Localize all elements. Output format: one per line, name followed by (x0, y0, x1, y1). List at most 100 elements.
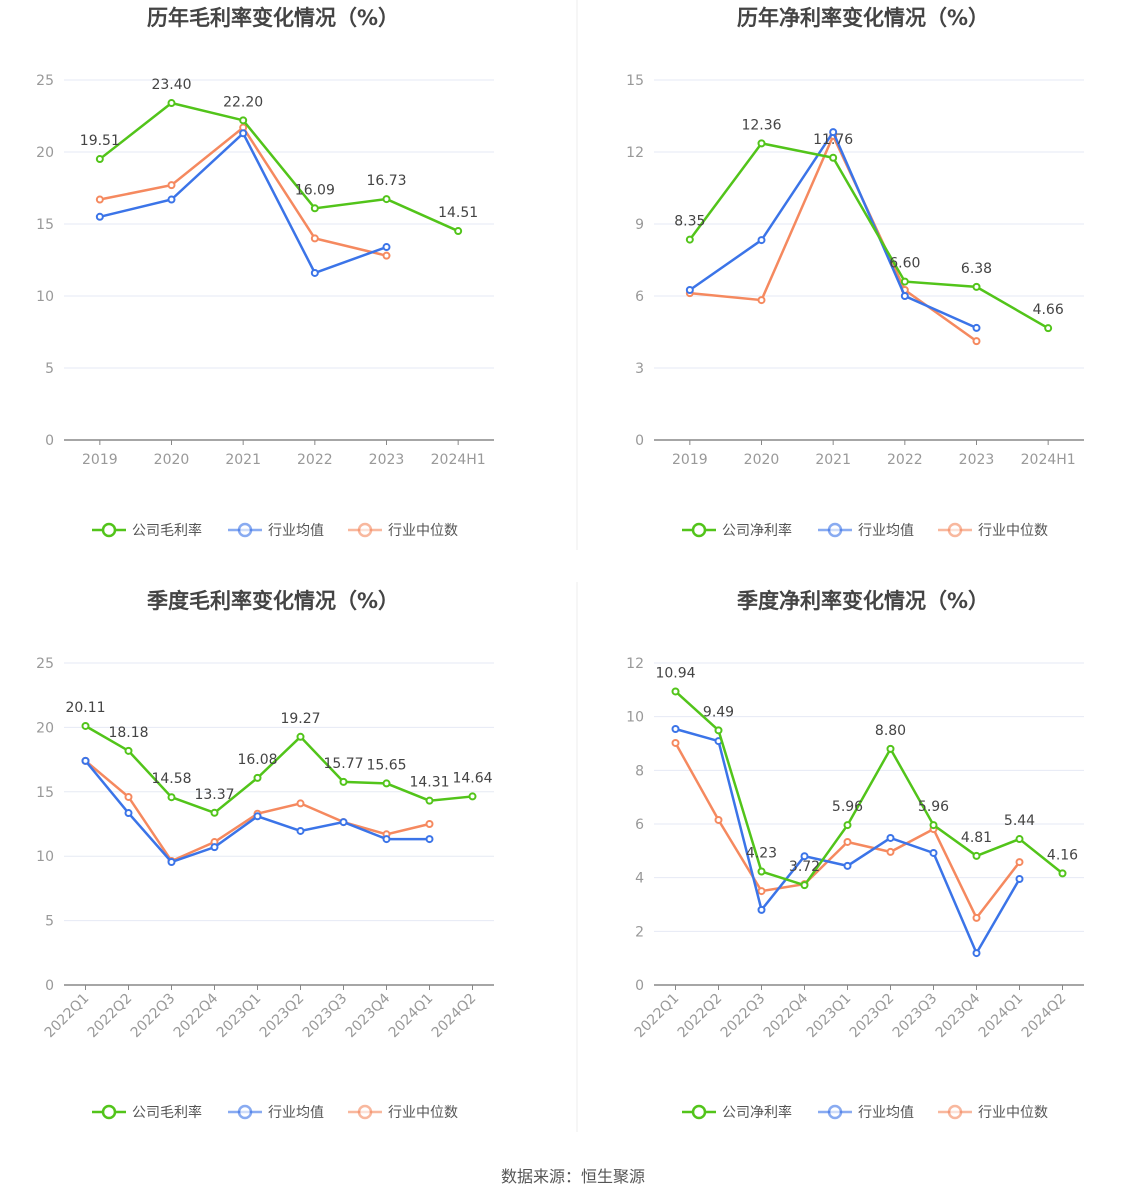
chart-panel-2: 季度毛利率变化情况（%） 0 5 10 15 20 25 2022Q12022Q22022Q3… (36, 589, 494, 1121)
data-point (757, 887, 766, 896)
data-label: 4.23 (746, 845, 777, 861)
x-tick-label: 2023 (369, 452, 405, 468)
data-point (757, 905, 766, 914)
data-point (339, 818, 348, 827)
legend-marker-icon (827, 1104, 843, 1120)
legend-item-0[interactable]: 公司净利率 (682, 1104, 792, 1121)
data-point (1015, 875, 1024, 884)
legend-marker-icon (101, 1104, 117, 1120)
data-point (124, 792, 133, 801)
legend-label: 行业均值 (268, 1105, 324, 1121)
x-tick-label: 2022Q2 (675, 991, 726, 1042)
x-tick-label: 2024Q1 (386, 991, 437, 1042)
series-line-2 (99, 125, 387, 257)
y-tick-label: 20 (36, 145, 54, 161)
data-label: 19.51 (80, 133, 120, 149)
data-point (210, 843, 219, 852)
data-label: 16.09 (295, 182, 335, 198)
y-tick-label: 25 (36, 656, 54, 672)
data-point (425, 796, 434, 805)
data-point (900, 292, 909, 300)
data-label: 9.49 (703, 704, 734, 720)
data-point (81, 721, 90, 730)
y-tick-label: 2 (635, 924, 644, 940)
x-tick-label: 2024Q2 (1019, 991, 1070, 1042)
x-tick-label: 2019 (672, 452, 708, 468)
legend-item-0[interactable]: 公司毛利率 (92, 1104, 202, 1121)
data-point (829, 128, 838, 137)
legend-item-2[interactable]: 行业中位数 (938, 1104, 1048, 1121)
legend-label: 行业中位数 (978, 1105, 1048, 1121)
x-tick-label: 2022Q2 (85, 991, 136, 1042)
legend-item-1[interactable]: 行业均值 (818, 1104, 914, 1121)
data-point (310, 204, 319, 213)
data-point (714, 726, 723, 735)
y-tick-label: 10 (626, 710, 644, 726)
x-tick-label: 2022 (297, 452, 333, 468)
data-point (1015, 858, 1024, 867)
legend-label: 行业中位数 (388, 1105, 458, 1121)
legend-item-0[interactable]: 公司净利率 (682, 522, 792, 539)
x-tick-label: 2024H1 (431, 452, 486, 468)
data-point (95, 155, 104, 164)
data-point (757, 236, 766, 245)
data-point (253, 812, 262, 821)
data-label: 8.35 (674, 214, 705, 230)
y-tick-label: 9 (635, 217, 644, 233)
legend-item-2[interactable]: 行业中位数 (938, 522, 1048, 539)
y-tick-label: 10 (36, 849, 54, 865)
legend-item-2[interactable]: 行业中位数 (348, 522, 458, 539)
data-point (843, 821, 852, 830)
x-tick-label: 2021 (225, 452, 261, 468)
y-tick-label: 0 (635, 978, 644, 994)
data-label: 19.27 (280, 711, 320, 727)
legend-item-0[interactable]: 公司毛利率 (92, 522, 202, 539)
data-label: 6.38 (961, 261, 992, 277)
chart-title: 季度毛利率变化情况（%） (147, 589, 399, 613)
x-tick-label: 2020 (744, 452, 780, 468)
data-label: 14.51 (438, 205, 478, 221)
data-point (972, 949, 981, 958)
legend-item-1[interactable]: 行业均值 (818, 522, 914, 539)
data-point (1058, 869, 1067, 878)
y-tick-label: 12 (626, 656, 644, 672)
data-point (900, 277, 909, 286)
data-point (425, 820, 434, 828)
legend-item-1[interactable]: 行业均值 (228, 1104, 324, 1121)
x-tick-label: 2022Q1 (632, 991, 683, 1042)
series-line-0 (688, 141, 1049, 330)
legend-marker-icon (237, 1104, 253, 1120)
data-point (671, 687, 680, 696)
data-point (425, 835, 434, 844)
data-label: 16.73 (366, 173, 406, 189)
legend-marker-icon (101, 522, 117, 538)
legend-label: 公司净利率 (722, 1104, 792, 1121)
data-point (296, 826, 305, 835)
x-tick-label: 2023Q1 (804, 991, 855, 1042)
chart-panel-1: 历年净利率变化情况（%） 0 3 6 9 12 15 2019 2020 2021 2022 2023… (626, 6, 1084, 539)
legend-item-1[interactable]: 行业均值 (228, 522, 324, 539)
data-point (929, 821, 938, 830)
data-point (685, 235, 694, 244)
data-label: 16.08 (237, 752, 277, 768)
x-tick-label: 2022Q1 (42, 991, 93, 1042)
data-point (167, 857, 176, 866)
data-point (972, 323, 981, 332)
x-tick-label: 2022Q4 (171, 990, 222, 1041)
data-point (382, 243, 391, 252)
x-tick-label: 2024Q1 (976, 991, 1027, 1042)
data-label: 3.72 (789, 859, 820, 875)
x-tick-label: 2019 (82, 452, 118, 468)
series-line-2 (689, 132, 978, 343)
data-point (972, 851, 981, 860)
data-label: 4.66 (1033, 302, 1064, 318)
legend-label: 行业均值 (268, 523, 324, 539)
y-tick-label: 10 (36, 289, 54, 305)
data-point (714, 815, 723, 824)
data-label: 5.96 (918, 799, 949, 815)
y-tick-label: 25 (36, 73, 54, 89)
series-line-0 (674, 690, 1064, 887)
legend-item-2[interactable]: 行业中位数 (348, 1104, 458, 1121)
series-line-1 (99, 131, 387, 275)
